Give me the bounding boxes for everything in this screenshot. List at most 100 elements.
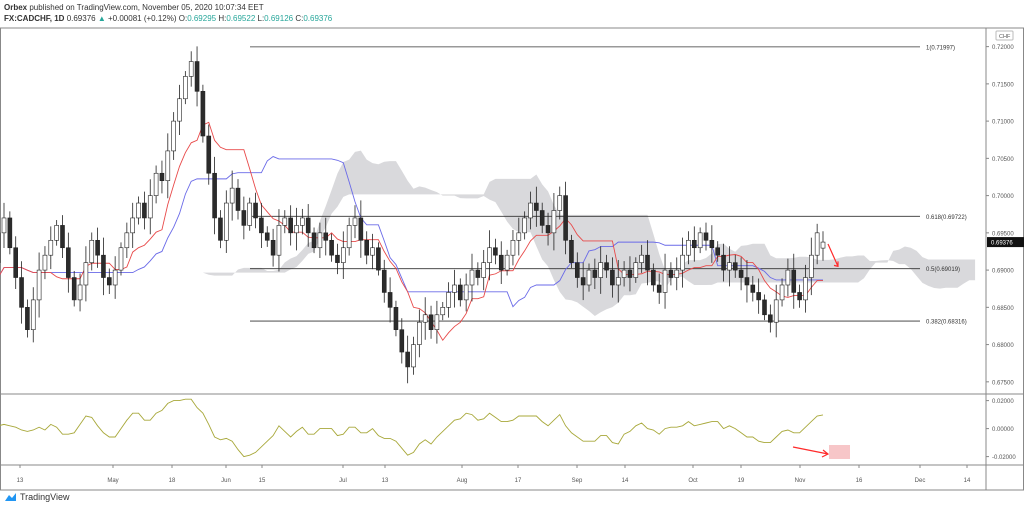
candle: [732, 262, 738, 271]
candle: [311, 232, 317, 249]
osc-y-tick-label: 0.02000: [992, 399, 1014, 405]
candle: [574, 262, 580, 278]
candle: [528, 202, 533, 219]
candle: [592, 269, 598, 278]
candle: [77, 284, 83, 301]
candle: [586, 269, 592, 286]
candle: [457, 284, 463, 301]
up-arrow-icon: ▲: [97, 14, 106, 23]
candle: [744, 277, 750, 286]
close-value: 0.69376: [303, 14, 333, 23]
last-price-badge: [987, 237, 1024, 248]
candle: [633, 262, 639, 278]
candle: [153, 172, 159, 196]
candle: [376, 247, 381, 271]
candle: [428, 314, 434, 330]
candle: [387, 292, 393, 308]
x-tick-label: 18: [169, 478, 176, 484]
candle: [498, 254, 504, 271]
candle: [756, 292, 761, 301]
candle: [481, 262, 487, 278]
candle: [142, 202, 147, 219]
candle: [340, 247, 346, 263]
x-tick-label: 14: [622, 478, 629, 484]
candle: [54, 225, 59, 241]
candle: [434, 314, 440, 330]
publish-line: Orbex published on TradingView.com, Nove…: [4, 3, 264, 12]
candle: [469, 269, 475, 286]
candle: [30, 299, 36, 330]
tradingview-logo[interactable]: TradingView: [4, 492, 70, 502]
candle: [627, 269, 633, 278]
candle: [545, 225, 551, 234]
candle: [112, 269, 118, 286]
low-value: 0.69126: [264, 14, 294, 23]
candle: [183, 76, 188, 100]
candle: [159, 172, 165, 182]
x-tick-label: 19: [738, 478, 745, 484]
fib-level-label: 0.5(0.69019): [926, 267, 960, 273]
candle: [557, 195, 563, 211]
candle: [171, 120, 176, 152]
candle: [651, 269, 656, 286]
candle: [463, 284, 469, 301]
candle: [709, 239, 715, 249]
x-tick-label: Jul: [339, 478, 347, 484]
candle: [452, 284, 457, 293]
candle: [95, 239, 100, 256]
candle: [662, 269, 668, 293]
candle: [305, 217, 311, 234]
candle: [534, 202, 539, 211]
candle: [721, 254, 726, 271]
candle: [177, 98, 182, 122]
candle: [674, 269, 680, 278]
candle: [83, 262, 89, 286]
conversion-line: [0, 121, 823, 342]
candle: [352, 217, 358, 226]
candle: [680, 254, 685, 271]
candle: [703, 232, 709, 241]
candle: [212, 172, 217, 219]
candle: [773, 299, 779, 323]
y-tick-label: 0.69500: [992, 231, 1014, 237]
currency-label: CHF: [999, 34, 1011, 40]
candle: [165, 150, 171, 182]
candle: [136, 202, 141, 219]
x-tick-label: Aug: [457, 478, 468, 484]
candle: [36, 269, 42, 301]
candle: [738, 269, 744, 278]
candle: [300, 217, 305, 226]
candle: [60, 225, 65, 249]
candle: [7, 217, 13, 249]
candle: [107, 277, 112, 286]
candle: [1, 217, 7, 234]
candle: [329, 239, 334, 256]
y-tick-label: 0.69000: [992, 269, 1014, 275]
y-tick-label: 0.68500: [992, 306, 1014, 312]
candle: [621, 269, 627, 278]
candle: [241, 210, 247, 226]
y-tick-label: 0.68000: [992, 343, 1014, 349]
candle: [615, 277, 621, 286]
x-tick-label: Oct: [688, 478, 698, 484]
candle: [13, 247, 18, 278]
candle: [276, 225, 282, 256]
candle: [814, 232, 820, 256]
candle: [393, 307, 399, 330]
fib-level-label: 0.618(0.69722): [926, 215, 967, 221]
candle: [71, 277, 77, 301]
open-label: O:: [178, 14, 188, 23]
red-arrow-oscillator: [792, 446, 830, 458]
candle: [580, 277, 586, 286]
candle: [188, 61, 194, 77]
candle: [504, 254, 510, 271]
candle: [808, 254, 814, 278]
candle: [194, 61, 200, 92]
candle: [48, 239, 54, 256]
candle: [563, 195, 568, 241]
osc-y-tick-label: -0.02000: [992, 455, 1016, 461]
base-line: [0, 156, 823, 308]
x-tick-label: Jun: [221, 478, 231, 484]
fib-level-label: 0.382(0.68316): [926, 320, 967, 326]
